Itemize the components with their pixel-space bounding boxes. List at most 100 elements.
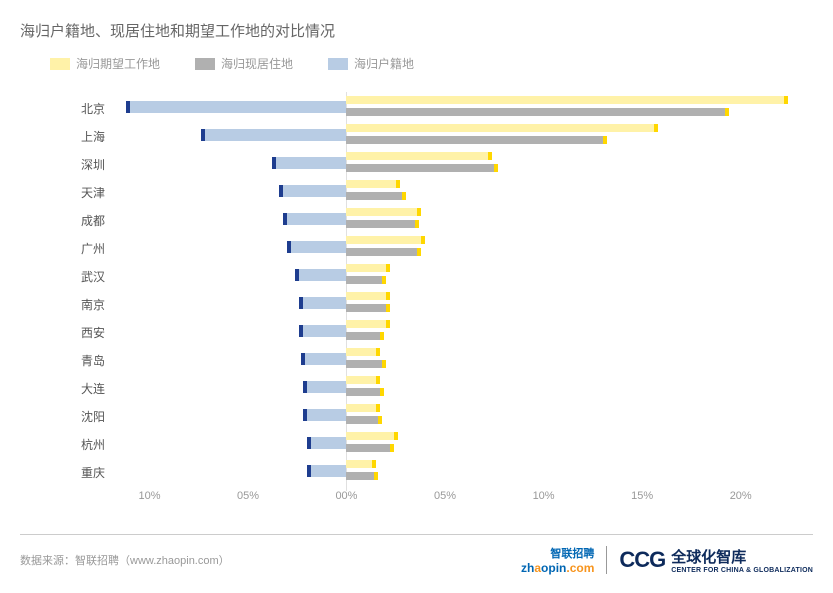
x-tick-label: 10% [139, 490, 161, 502]
data-source: 数据来源：智联招聘（www.zhaopin.com） [20, 552, 230, 568]
origin-bar [311, 437, 346, 449]
expected-bar [346, 264, 385, 272]
current-bar [346, 416, 378, 424]
ccg-logo: CCG 全球化智库 CENTER FOR CHINA & GLOBALIZATI… [606, 546, 813, 574]
ccg-cn: 全球化智库 [671, 546, 813, 567]
x-tick-label: 05% [237, 490, 259, 502]
city-label: 大连 [55, 380, 105, 397]
chart-row: 大连 [60, 375, 790, 402]
current-bar [346, 388, 380, 396]
chart-row: 成都 [60, 207, 790, 234]
legend-swatch [195, 58, 215, 70]
city-label: 成都 [55, 212, 105, 229]
expected-bar [346, 124, 654, 132]
current-bar [346, 136, 602, 144]
current-bar [346, 108, 724, 116]
origin-bar [303, 325, 346, 337]
legend-label: 海归户籍地 [354, 55, 414, 72]
legend-swatch [50, 58, 70, 70]
zhaopin-logo: 智联招聘 zhaopin.com [521, 545, 594, 575]
chart-row: 深圳 [60, 151, 790, 178]
bars [120, 319, 790, 346]
city-label: 青岛 [55, 352, 105, 369]
zhaopin-cn: 智联招聘 [550, 545, 594, 561]
expected-bar [346, 152, 488, 160]
bars [120, 95, 790, 122]
bars [120, 263, 790, 290]
expected-bar [346, 460, 372, 468]
city-label: 天津 [55, 184, 105, 201]
chart-row: 北京 [60, 95, 790, 122]
city-label: 重庆 [55, 464, 105, 481]
expected-bar [346, 236, 421, 244]
current-bar [346, 164, 494, 172]
expected-bar [346, 292, 385, 300]
origin-bar [307, 381, 346, 393]
chart-row: 西安 [60, 319, 790, 346]
x-axis: 10%05%00%05%10%15%20% [120, 490, 833, 510]
city-label: 杭州 [55, 436, 105, 453]
current-bar [346, 220, 415, 228]
current-bar [346, 332, 380, 340]
origin-bar [307, 409, 346, 421]
city-label: 南京 [55, 296, 105, 313]
city-label: 深圳 [55, 156, 105, 173]
legend-item-origin: 海归户籍地 [328, 55, 414, 72]
x-tick-label: 20% [730, 490, 752, 502]
chart-area: 北京上海深圳天津成都广州武汉南京西安青岛大连沈阳杭州重庆 [60, 95, 790, 490]
expected-bar [346, 320, 385, 328]
bars [120, 403, 790, 430]
chart-row: 天津 [60, 179, 790, 206]
chart-row: 重庆 [60, 459, 790, 486]
origin-bar [130, 101, 347, 113]
legend-item-current: 海归现居住地 [195, 55, 293, 72]
ccg-en: CENTER FOR CHINA & GLOBALIZATION [671, 567, 813, 574]
chart-row: 青岛 [60, 347, 790, 374]
footer: 数据来源：智联招聘（www.zhaopin.com） 智联招聘 zhaopin.… [20, 534, 813, 575]
legend-label: 海归期望工作地 [76, 55, 160, 72]
chart-row: 广州 [60, 235, 790, 262]
current-bar [346, 360, 381, 368]
city-label: 武汉 [55, 268, 105, 285]
expected-bar [346, 404, 376, 412]
city-label: 广州 [55, 240, 105, 257]
bars [120, 235, 790, 262]
bars [120, 179, 790, 206]
legend: 海归期望工作地 海归现居住地 海归户籍地 [50, 55, 414, 72]
current-bar [346, 472, 374, 480]
zhaopin-en: zhaopin.com [521, 561, 594, 575]
bars [120, 291, 790, 318]
expected-bar [346, 96, 784, 104]
city-label: 北京 [55, 100, 105, 117]
current-bar [346, 304, 385, 312]
x-tick-label: 00% [335, 490, 357, 502]
chart-row: 杭州 [60, 431, 790, 458]
origin-bar [305, 353, 346, 365]
bars [120, 207, 790, 234]
origin-bar [276, 157, 347, 169]
expected-bar [346, 208, 417, 216]
x-tick-label: 15% [631, 490, 653, 502]
chart-title: 海归户籍地、现居住地和期望工作地的对比情况 [20, 20, 335, 41]
expected-bar [346, 432, 393, 440]
chart-row: 上海 [60, 123, 790, 150]
origin-bar [287, 213, 346, 225]
bars [120, 431, 790, 458]
bars [120, 123, 790, 150]
bars [120, 375, 790, 402]
origin-bar [205, 129, 347, 141]
x-tick-label: 05% [434, 490, 456, 502]
current-bar [346, 276, 381, 284]
chart-row: 武汉 [60, 263, 790, 290]
expected-bar [346, 376, 376, 384]
expected-bar [346, 180, 395, 188]
legend-label: 海归现居住地 [221, 55, 293, 72]
bars [120, 151, 790, 178]
bars [120, 459, 790, 486]
city-label: 上海 [55, 128, 105, 145]
chart-row: 沈阳 [60, 403, 790, 430]
city-label: 沈阳 [55, 408, 105, 425]
current-bar [346, 248, 417, 256]
current-bar [346, 192, 401, 200]
chart-row: 南京 [60, 291, 790, 318]
